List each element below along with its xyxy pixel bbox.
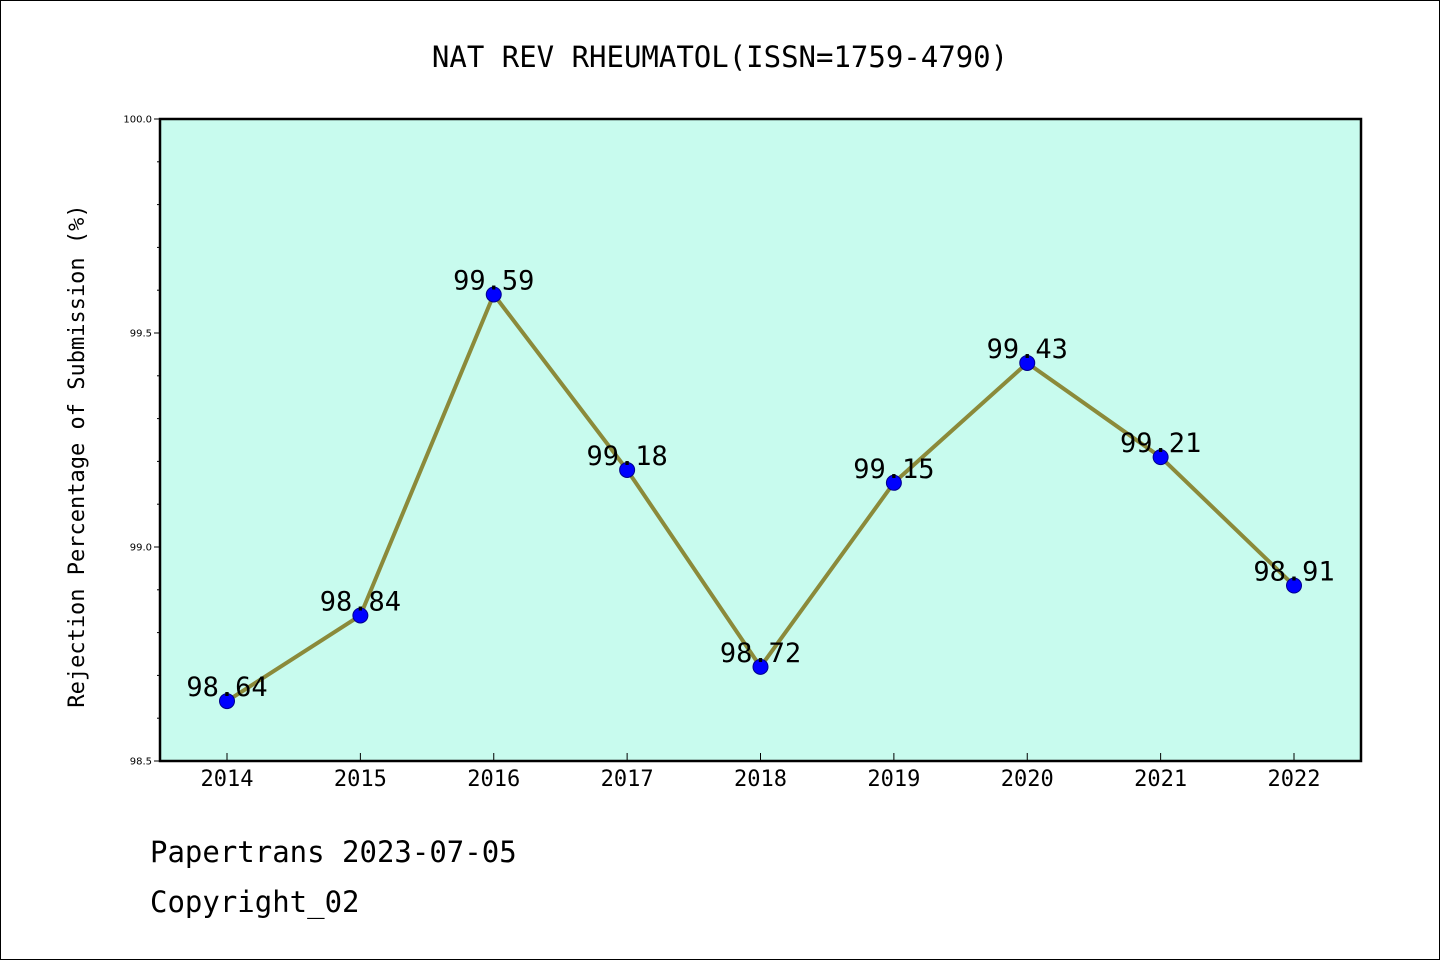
y-tick-label: 100.0 xyxy=(123,115,152,126)
data-label: 99.18 xyxy=(586,441,667,472)
y-axis-label: Rejection Percentage of Submission (%) xyxy=(65,204,90,707)
data-point-marker xyxy=(619,461,636,478)
plot-area xyxy=(158,117,1363,763)
x-tick-label: 2021 xyxy=(1134,767,1187,792)
data-label: 98.91 xyxy=(1253,557,1334,588)
data-label: 99.15 xyxy=(853,454,934,485)
data-point-marker xyxy=(352,607,369,624)
data-label: 98.84 xyxy=(320,586,401,617)
data-label: 98.64 xyxy=(186,672,267,703)
data-point-marker xyxy=(752,658,769,675)
x-tick-label: 2016 xyxy=(467,767,520,792)
y-tick-label: 99.5 xyxy=(130,329,152,340)
axes-layer: 98.5 99.0 99.5 100.0 2014 2015 2016 2017 2018 201… xyxy=(123,115,1320,793)
series-layer xyxy=(219,286,1302,710)
data-label: 98.72 xyxy=(720,638,801,669)
x-tick-label: 2015 xyxy=(334,767,387,792)
data-point-marker xyxy=(219,693,235,710)
data-point-marker xyxy=(885,474,902,491)
x-tick-label: 2019 xyxy=(867,767,920,792)
y-tick-label: 99.0 xyxy=(130,543,152,554)
y-tick-label: 98.5 xyxy=(130,757,152,768)
footer-date-text: Papertrans 2023-07-05 xyxy=(150,835,517,869)
data-point-marker xyxy=(485,286,502,303)
data-point-marker xyxy=(1286,577,1302,594)
data-point-marker xyxy=(1152,449,1169,466)
x-tick-label: 2020 xyxy=(1001,767,1054,792)
footer-copyright-text: Copyright_02 xyxy=(150,885,360,919)
data-label: 99.59 xyxy=(453,265,534,296)
data-labels-layer: 98.64 98.84 99.59 99.18 98.72 99.15 99.43 99.21… xyxy=(186,265,1334,703)
data-label: 99.43 xyxy=(987,334,1068,365)
x-tick-label: 2018 xyxy=(734,767,787,792)
data-label: 99.21 xyxy=(1120,428,1201,459)
x-tick-label: 2022 xyxy=(1268,767,1321,792)
x-tick-label: 2014 xyxy=(201,767,254,792)
data-point-marker xyxy=(1019,354,1036,371)
x-tick-label: 2017 xyxy=(601,767,654,792)
chart-title: NAT REV RHEUMATOL(ISSN=1759-4790) xyxy=(432,40,1008,74)
